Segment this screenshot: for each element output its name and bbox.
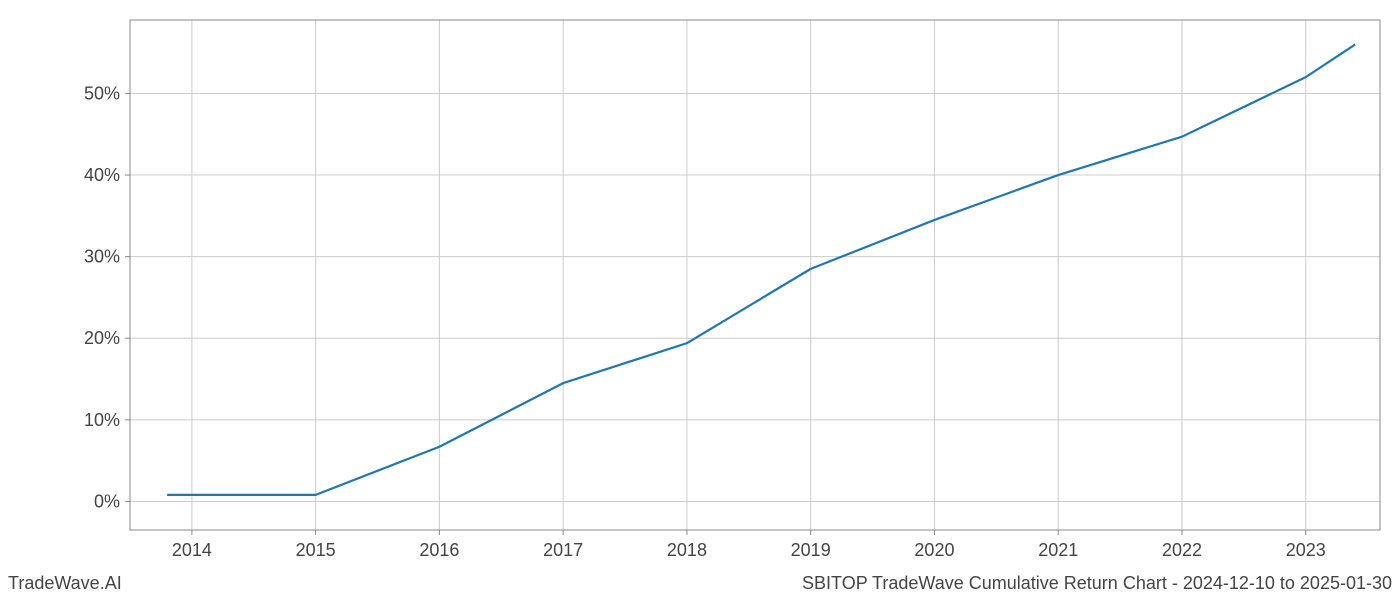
x-tick-label: 2018 [667,540,707,560]
footer-caption: SBITOP TradeWave Cumulative Return Chart… [802,573,1392,594]
x-tick-label: 2017 [543,540,583,560]
y-tick-label: 40% [84,165,120,185]
y-tick-label: 30% [84,247,120,267]
x-tick-label: 2019 [791,540,831,560]
y-tick-label: 50% [84,83,120,103]
x-tick-label: 2023 [1286,540,1326,560]
y-tick-label: 0% [94,491,120,511]
footer-brand: TradeWave.AI [8,573,122,594]
x-tick-label: 2014 [172,540,212,560]
line-chart: 2014 2015 2016 2017 2018 2019 2020 2021 2022 2023… [0,0,1400,600]
y-tick-label: 10% [84,410,120,430]
chart-container: 2014 2015 2016 2017 2018 2019 2020 2021 2022 2023… [0,0,1400,600]
x-tick-label: 2021 [1038,540,1078,560]
x-tick-label: 2016 [419,540,459,560]
x-tick-label: 2022 [1162,540,1202,560]
x-tick-label: 2015 [296,540,336,560]
y-tick-label: 20% [84,328,120,348]
x-tick-label: 2020 [914,540,954,560]
